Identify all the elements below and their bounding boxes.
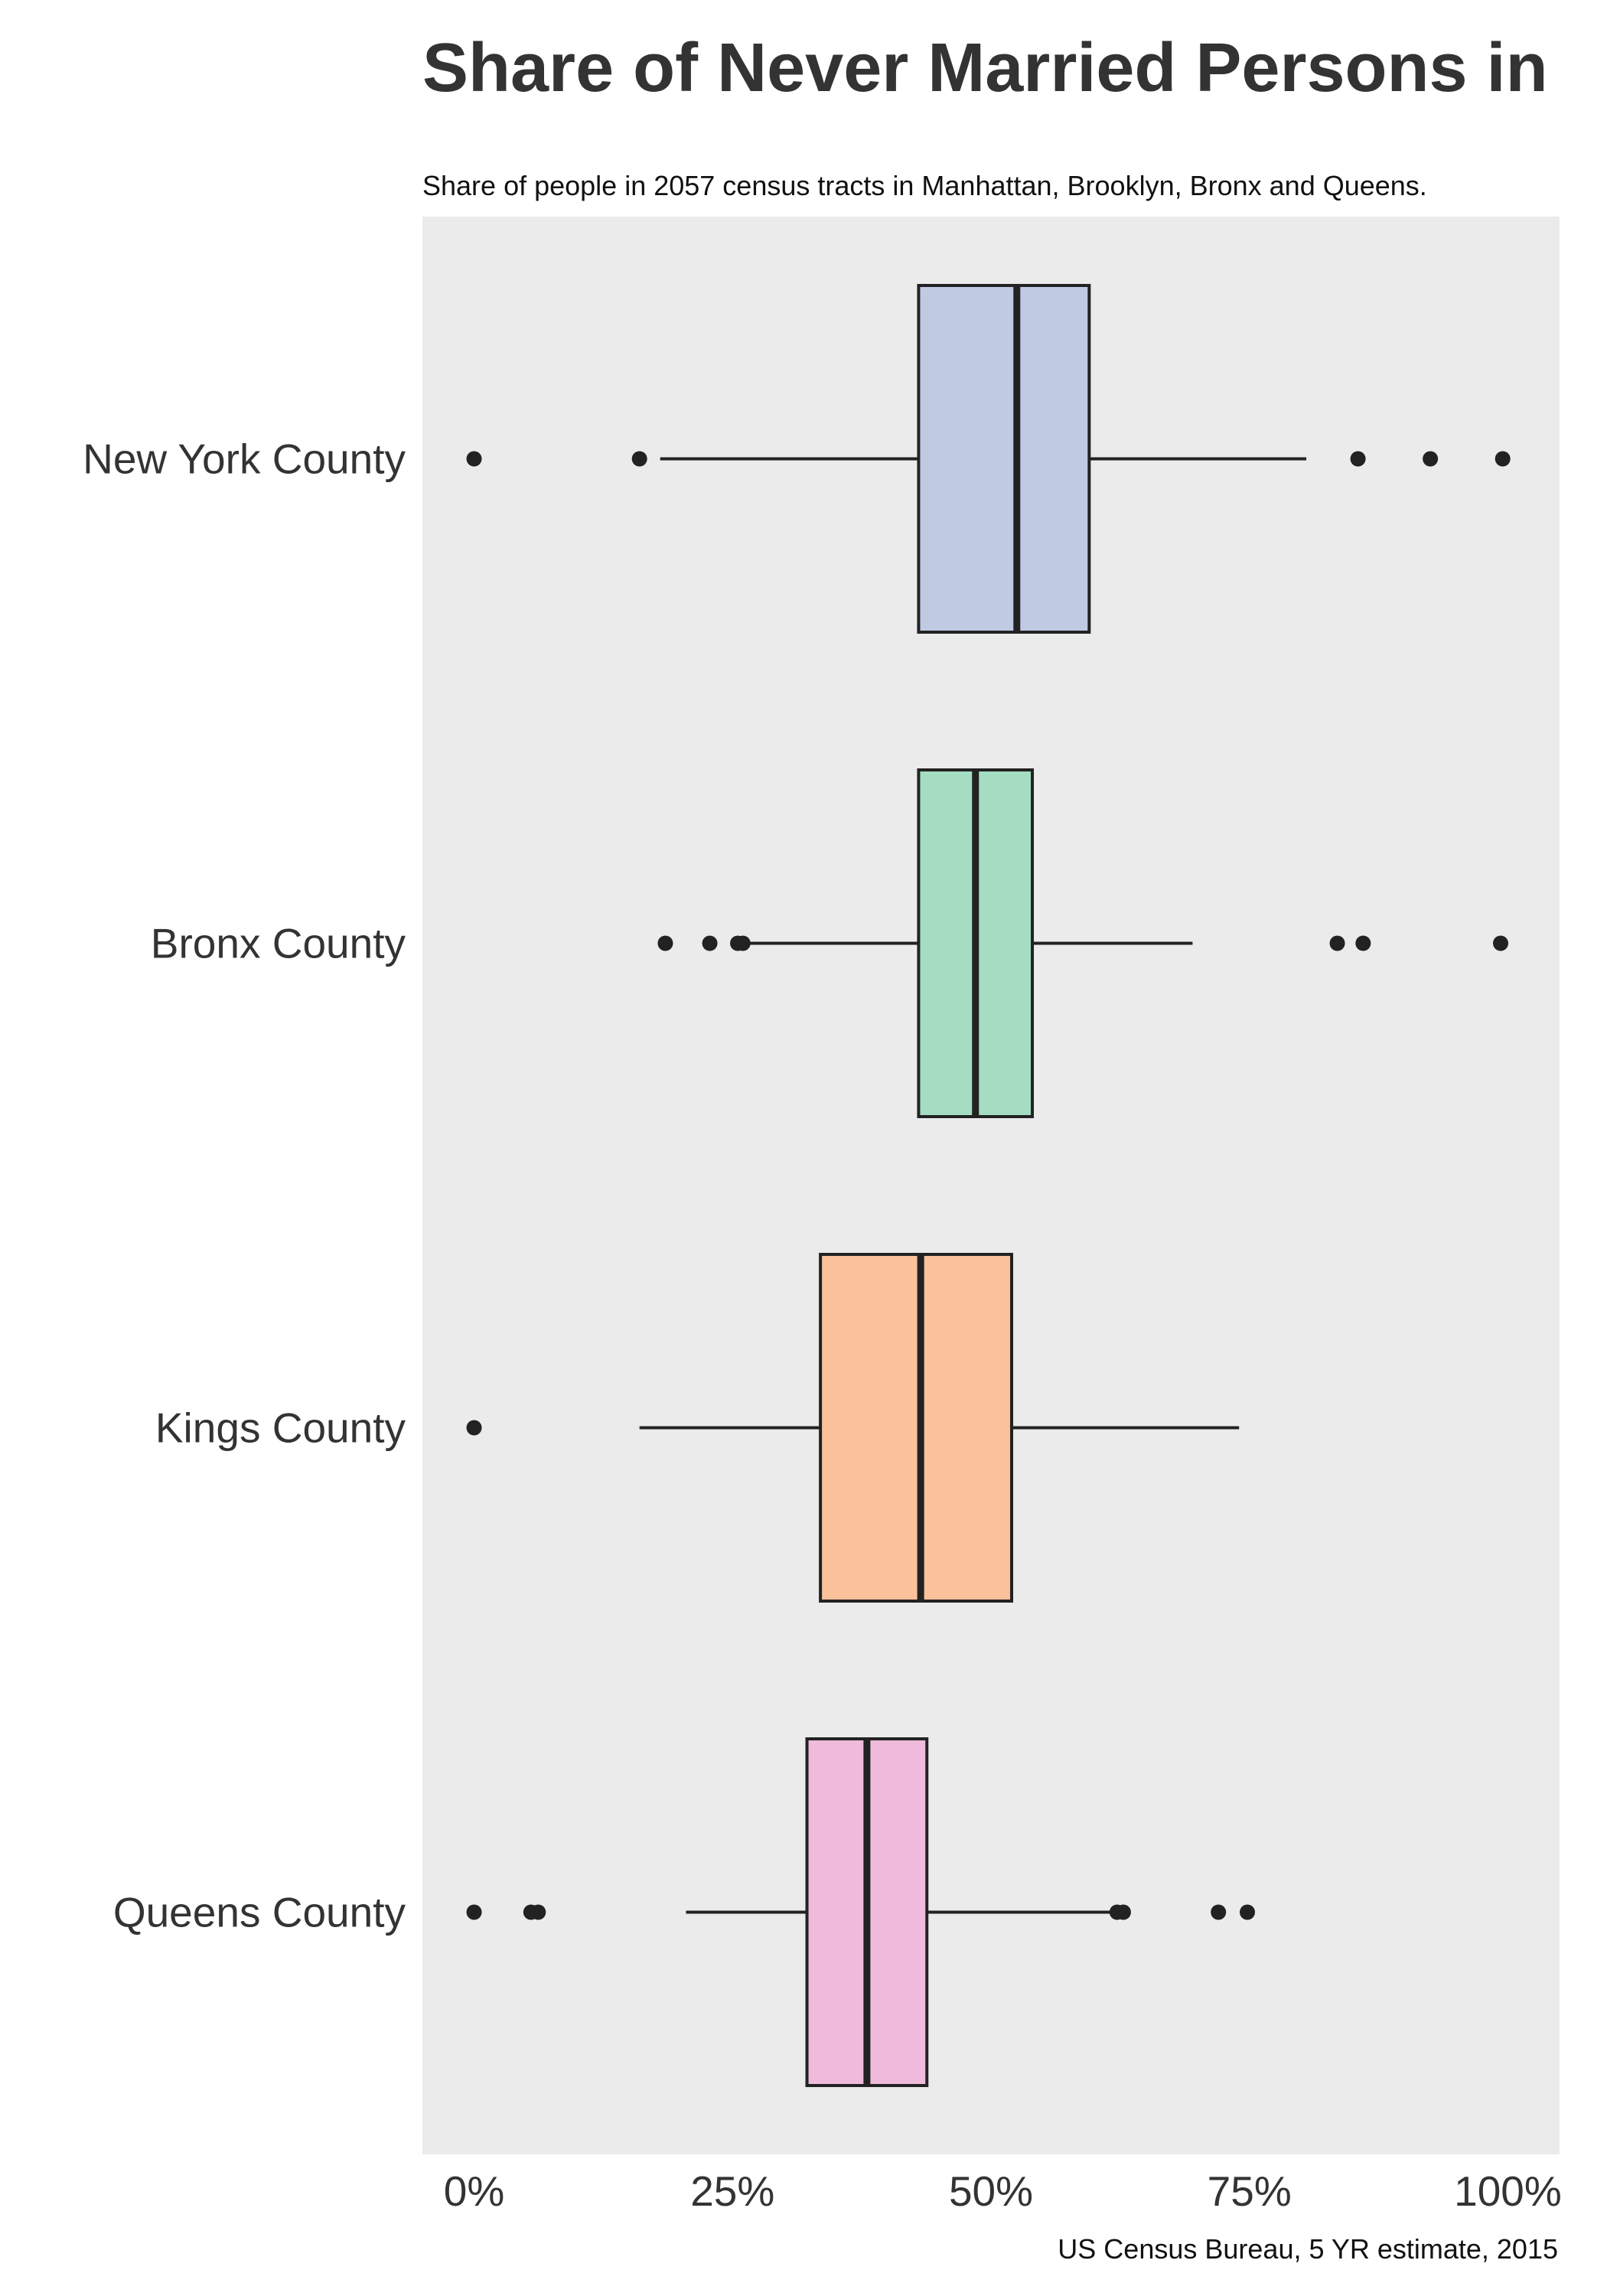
outlier-point: [530, 1904, 546, 1920]
outlier-point: [1115, 1904, 1131, 1920]
box-group: [466, 1737, 1256, 2087]
category-label: Bronx County: [151, 920, 406, 967]
outlier-point: [466, 1420, 482, 1436]
outlier-point: [657, 935, 673, 951]
outlier-point: [735, 935, 751, 951]
outlier-point: [1240, 1904, 1256, 1920]
category-label: Kings County: [155, 1404, 406, 1452]
x-tick-label: 100%: [1454, 2167, 1562, 2215]
outlier-point: [1423, 451, 1439, 467]
x-axis-ticks: 0% 25% 50% 75% 100%: [444, 2167, 1562, 2215]
box: [917, 284, 1091, 634]
outlier-point: [1329, 935, 1345, 951]
outlier-point: [466, 1904, 482, 1920]
outlier-point: [1355, 935, 1371, 951]
box-group: [657, 768, 1508, 1118]
outlier-point: [1350, 451, 1366, 467]
category-label: New York County: [83, 435, 406, 483]
outlier-point: [631, 451, 647, 467]
x-tick-label: 0%: [444, 2167, 505, 2215]
x-tick-label: 50%: [949, 2167, 1033, 2215]
x-tick-label: 25%: [690, 2167, 774, 2215]
outlier-point: [702, 935, 718, 951]
chart-subtitle: Share of people in 2057 census tracts in…: [422, 170, 1427, 201]
x-tick-label: 75%: [1208, 2167, 1292, 2215]
outlier-point: [1495, 451, 1511, 467]
box-group: [466, 1253, 1240, 1603]
chart-title: Share of Never Married Persons in: [422, 30, 1548, 106]
chart-source: US Census Bureau, 5 YR estimate, 2015: [1058, 2233, 1558, 2265]
box: [819, 1253, 1014, 1603]
outlier-point: [466, 451, 482, 467]
category-labels: New York County Bronx County Kings County Q…: [83, 435, 406, 1936]
outlier-point: [1211, 1904, 1227, 1920]
box-group: [466, 284, 1511, 634]
outlier-point: [1492, 935, 1508, 951]
boxes-layer: [466, 284, 1511, 2087]
category-label: Queens County: [113, 1889, 406, 1936]
